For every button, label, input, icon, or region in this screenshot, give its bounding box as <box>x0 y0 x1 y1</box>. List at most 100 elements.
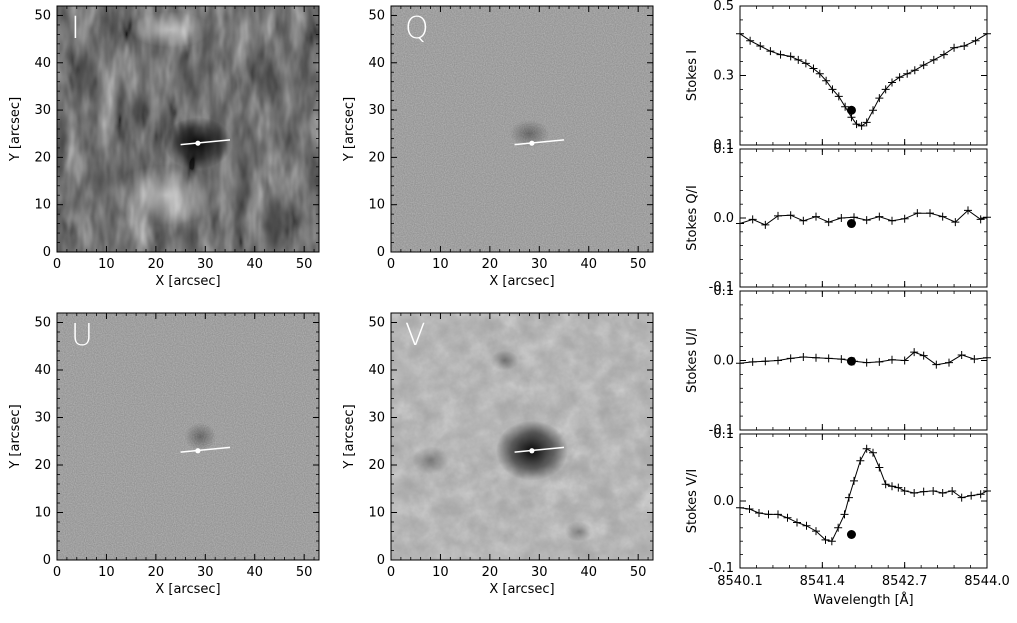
y-tick-label: -0.1 <box>709 561 734 576</box>
data-point <box>834 523 843 532</box>
polarization-feature <box>509 119 550 148</box>
profile-panel-stokes-v-i: -0.1 0.0 0.1 Stokes V/I 8540.1 8541.4 8542.7 85… <box>685 427 1010 608</box>
data-point <box>766 47 775 56</box>
data-point <box>736 219 744 228</box>
data-point <box>888 78 896 87</box>
data-point <box>903 69 912 78</box>
data-point <box>746 36 755 45</box>
x-tick-label: 50 <box>630 565 647 580</box>
y-tick-label: 20 <box>368 150 385 165</box>
y-tick-label: 0.1 <box>713 142 734 157</box>
y-tick-label: 30 <box>34 411 51 426</box>
data-point <box>900 356 909 365</box>
data-point <box>852 120 861 129</box>
bright-plage <box>130 11 211 48</box>
x-tick-label: 40 <box>246 565 263 580</box>
x-tick-label: 40 <box>580 565 597 580</box>
x-tick-label: 8542.7 <box>882 574 928 589</box>
data-point <box>774 211 782 220</box>
data-point <box>786 211 795 220</box>
data-point <box>895 73 904 82</box>
data-point <box>939 50 948 59</box>
panel-label: V <box>405 318 426 353</box>
data-point <box>919 61 928 70</box>
data-point <box>919 351 928 360</box>
y-tick-label: 0 <box>377 245 385 260</box>
x-tick-label: 30 <box>531 257 548 272</box>
data-point <box>841 102 850 111</box>
data-point <box>809 64 818 73</box>
y-tick-label: 0.1 <box>713 138 734 153</box>
x-tick-label: 50 <box>296 565 313 580</box>
selected-wavelength-marker <box>846 356 856 366</box>
data-point <box>799 216 808 225</box>
y-axis-title: Y [arcsec] <box>342 97 357 162</box>
x-tick-label: 50 <box>630 257 647 272</box>
data-point <box>755 509 763 518</box>
x-tick-label: 0 <box>387 257 395 272</box>
data-point <box>964 206 972 215</box>
data-point <box>748 357 757 366</box>
profile-line <box>739 33 988 127</box>
data-point <box>774 356 782 365</box>
selected-wavelength-marker <box>846 105 856 115</box>
y-tick-label: 10 <box>34 198 51 213</box>
selected-pixel-marker <box>195 448 201 454</box>
y-tick-label: -0.1 <box>709 423 734 438</box>
y-tick-label: 20 <box>34 150 51 165</box>
data-point <box>822 76 831 85</box>
panel-label: Q <box>405 11 429 46</box>
y-axis-title: Y [arcsec] <box>8 97 23 162</box>
data-point <box>862 444 871 453</box>
data-point <box>774 510 782 519</box>
data-point <box>793 518 801 527</box>
data-point <box>850 476 858 485</box>
y-tick-label: 40 <box>368 363 385 378</box>
data-point <box>786 52 795 61</box>
y-tick-label: 0.1 <box>713 427 734 442</box>
data-point <box>938 488 947 497</box>
image-panel-i: I 0 10 20 30 40 50 0 10 20 30 40 50 X [arcsec] Y [arcs… <box>8 5 320 289</box>
y-tick-label: 50 <box>368 8 385 23</box>
y-tick-label: 0 <box>43 245 51 260</box>
data-point <box>812 527 820 536</box>
data-point <box>802 521 811 530</box>
polarization-feature <box>412 446 449 475</box>
polarization-feature <box>564 521 593 542</box>
x-tick-label: 30 <box>197 257 214 272</box>
data-point <box>812 212 820 221</box>
y-tick-label: 20 <box>368 458 385 473</box>
data-point <box>736 29 744 38</box>
x-tick-label: 8541.4 <box>800 574 846 589</box>
y-tick-label: 30 <box>368 411 385 426</box>
data-point <box>881 480 890 489</box>
y-tick-label: 20 <box>34 458 51 473</box>
slit-line <box>180 139 231 146</box>
y-tick-label: -0.1 <box>709 280 734 295</box>
x-tick-label: 10 <box>432 565 449 580</box>
x-tick-label: 10 <box>98 565 115 580</box>
y-tick-label: 50 <box>368 316 385 331</box>
x-tick-label: 20 <box>148 565 165 580</box>
data-point <box>840 510 849 519</box>
image-panel-v: V 0 10 20 30 40 50 0 10 20 30 40 50 X [arcsec] Y [arcs… <box>342 312 654 597</box>
y-tick-label: 40 <box>34 56 51 71</box>
y-tick-label: 40 <box>34 363 51 378</box>
data-point <box>932 360 941 369</box>
data-point <box>976 215 985 224</box>
panel-label: I <box>71 11 80 46</box>
y-tick-label: 10 <box>368 506 385 521</box>
y-tick-label: 0.0 <box>713 211 734 226</box>
polarization-feature <box>490 350 519 371</box>
y-tick-label: 30 <box>368 103 385 118</box>
y-tick-label: 10 <box>34 506 51 521</box>
data-point <box>983 486 991 495</box>
x-tick-label: 0 <box>53 565 61 580</box>
profile-panel-stokes-q-i: -0.1 0.0 0.1 Stokes Q/I <box>685 142 991 295</box>
data-point <box>862 358 871 367</box>
data-point <box>761 220 770 229</box>
data-point <box>929 55 938 64</box>
y-axis-title: Stokes U/I <box>685 328 700 393</box>
selected-pixel-marker <box>529 448 535 454</box>
